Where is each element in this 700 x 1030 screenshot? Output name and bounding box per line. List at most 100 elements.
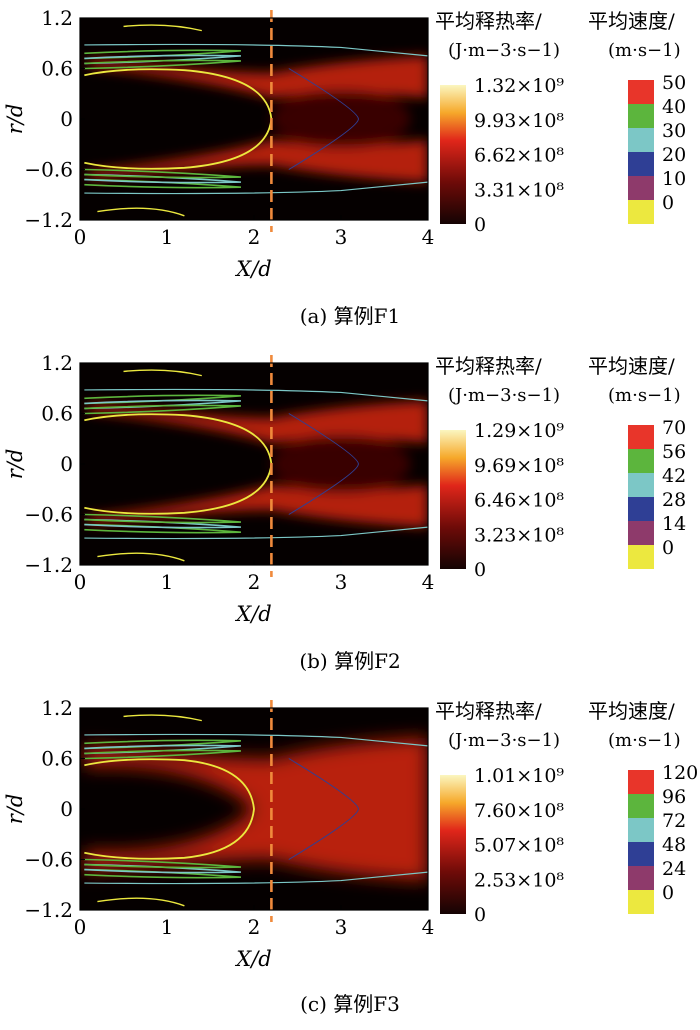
heat-field <box>88 400 428 528</box>
heat-colorbar <box>440 430 466 569</box>
heat-colorbar-label: 3.23×10⁸ <box>474 524 564 546</box>
velocity-contours <box>84 24 428 217</box>
velocity-contours <box>84 369 428 562</box>
y-axis-label: r/d <box>3 449 27 480</box>
outer-contour-upper <box>84 43 428 57</box>
velocity-level-label: 28 <box>662 489 686 511</box>
y-tick-label: 0.6 <box>41 57 73 81</box>
core-glow <box>271 89 411 149</box>
x-tick-label: 4 <box>422 915 435 939</box>
velocity-swatch <box>628 794 654 818</box>
heat-colorbar-label: 6.46×10⁸ <box>474 490 564 512</box>
heat-colorbar-label: 0 <box>474 559 486 581</box>
contour-lower-2 <box>84 858 242 869</box>
y-tick-label: 1.2 <box>41 6 73 30</box>
y-tick-label: −1.2 <box>24 553 73 577</box>
upper-flame <box>88 400 428 443</box>
x-tick-label: 0 <box>74 915 87 939</box>
y-tick-label: −0.6 <box>24 503 73 527</box>
velocity-swatch <box>628 770 654 794</box>
velocity-level-label: 56 <box>662 441 686 463</box>
heat-colorbar-label: 2.53×10⁸ <box>474 869 564 891</box>
heat-colorbar-title: 平均释热率/ <box>435 699 542 723</box>
outer-contour-lower <box>84 181 428 195</box>
inner-contour <box>288 413 359 515</box>
velocity-swatch <box>628 473 654 497</box>
heat-colorbar-label: 1.29×10⁹ <box>474 420 564 442</box>
edge-contours <box>97 24 202 217</box>
velocity-swatch <box>628 152 654 176</box>
velocity-legend-title: 平均速度/ <box>588 699 675 723</box>
velocity-level-label: 120 <box>662 762 698 784</box>
velocity-level-label: 0 <box>662 192 674 214</box>
heat-colorbar-label: 1.32×10⁹ <box>474 75 564 97</box>
chart-caption: (a) 算例F1 <box>299 304 401 328</box>
velocity-swatch <box>628 80 654 104</box>
flame-body <box>84 737 428 881</box>
chart-caption: (b) 算例F2 <box>299 649 401 673</box>
chart-caption: (c) 算例F3 <box>300 992 400 1016</box>
x-tick-label: 4 <box>422 570 435 594</box>
heat-colorbar-label: 5.07×10⁸ <box>474 835 564 857</box>
heat-colorbar-label: 7.60×10⁸ <box>474 800 564 822</box>
y-tick-label: 0 <box>60 797 73 821</box>
x-tick-label: 2 <box>248 225 261 249</box>
velocity-swatch <box>628 818 654 842</box>
x-tick-label: 4 <box>422 225 435 249</box>
velocity-swatch <box>628 842 654 866</box>
velocity-level-label: 40 <box>662 96 686 118</box>
outer-contour-lower <box>84 871 428 885</box>
velocity-level-label: 48 <box>662 834 686 856</box>
velocity-level-label: 42 <box>662 465 686 487</box>
core-glow <box>271 434 411 494</box>
x-tick-label: 1 <box>161 570 174 594</box>
velocity-swatch <box>628 890 654 914</box>
heat-colorbar-title: 平均释热率/ <box>435 9 542 33</box>
heat-colorbar-title: 平均释热率/ <box>435 354 542 378</box>
contour-upper-2 <box>84 59 242 70</box>
edge-contours <box>97 714 202 907</box>
heat-colorbar <box>440 85 466 224</box>
velocity-level-label: 96 <box>662 786 686 808</box>
chart-panel-c: 0 1 2 3 4 1.2 0.6 0 −0.6 −1.2 X/d r/d 平均释热率/ (J·m−3·s… <box>0 690 700 1030</box>
velocity-level-label: 50 <box>662 72 686 94</box>
chart-panel-b: 0 1 2 3 4 1.2 0.6 0 −0.6 −1.2 X/d r/d 平均释热率/ (J·m−3·s… <box>0 345 700 685</box>
velocity-level-label: 30 <box>662 120 686 142</box>
inner-contour <box>288 758 359 860</box>
inner-contour <box>288 68 359 170</box>
velocity-level-label: 24 <box>662 858 686 880</box>
x-tick-label: 1 <box>161 225 174 249</box>
velocity-legend-title: 平均速度/ <box>588 354 675 378</box>
heat-colorbar-label: 0 <box>474 214 486 236</box>
velocity-level-label: 10 <box>662 168 686 190</box>
x-tick-label: 2 <box>248 570 261 594</box>
velocity-legend-title: 平均速度/ <box>588 9 675 33</box>
x-axis-label: X/d <box>234 602 271 626</box>
y-tick-label: −1.2 <box>24 208 73 232</box>
y-tick-label: −0.6 <box>24 848 73 872</box>
x-axis-label: X/d <box>234 257 271 281</box>
heat-colorbar-label: 0 <box>474 904 486 926</box>
contour-lower-2 <box>84 513 242 524</box>
chart-panel-a: 0 1 2 3 4 1.2 0.6 0 −0.6 −1.2 X/d r/d 平均释热率/ (J·m−3·s… <box>0 0 700 340</box>
chart-svg: 0 1 2 3 4 1.2 0.6 0 −0.6 −1.2 X/d r/d 平均释热率/ (J·m−3·s… <box>3 696 698 971</box>
x-tick-label: 2 <box>248 915 261 939</box>
x-tick-label: 1 <box>161 915 174 939</box>
heat-colorbar-label: 1.01×10⁹ <box>474 765 564 787</box>
edge-contours <box>97 369 202 562</box>
outer-contour-upper <box>84 388 428 402</box>
outer-contour-lower <box>84 526 428 540</box>
lower-flame <box>88 140 428 183</box>
velocity-level-label: 14 <box>662 513 686 535</box>
velocity-legend-unit: (m·s−1) <box>608 730 681 751</box>
upper-flame <box>88 55 428 98</box>
recirculation-contour <box>84 758 255 860</box>
x-tick-label: 0 <box>74 570 87 594</box>
heat-colorbar <box>440 775 466 914</box>
velocity-swatch <box>628 449 654 473</box>
y-tick-label: 1.2 <box>41 351 73 375</box>
velocity-level-label: 0 <box>662 882 674 904</box>
x-tick-label: 3 <box>335 915 348 939</box>
contour-lower-2 <box>84 168 242 179</box>
x-tick-label: 3 <box>335 225 348 249</box>
